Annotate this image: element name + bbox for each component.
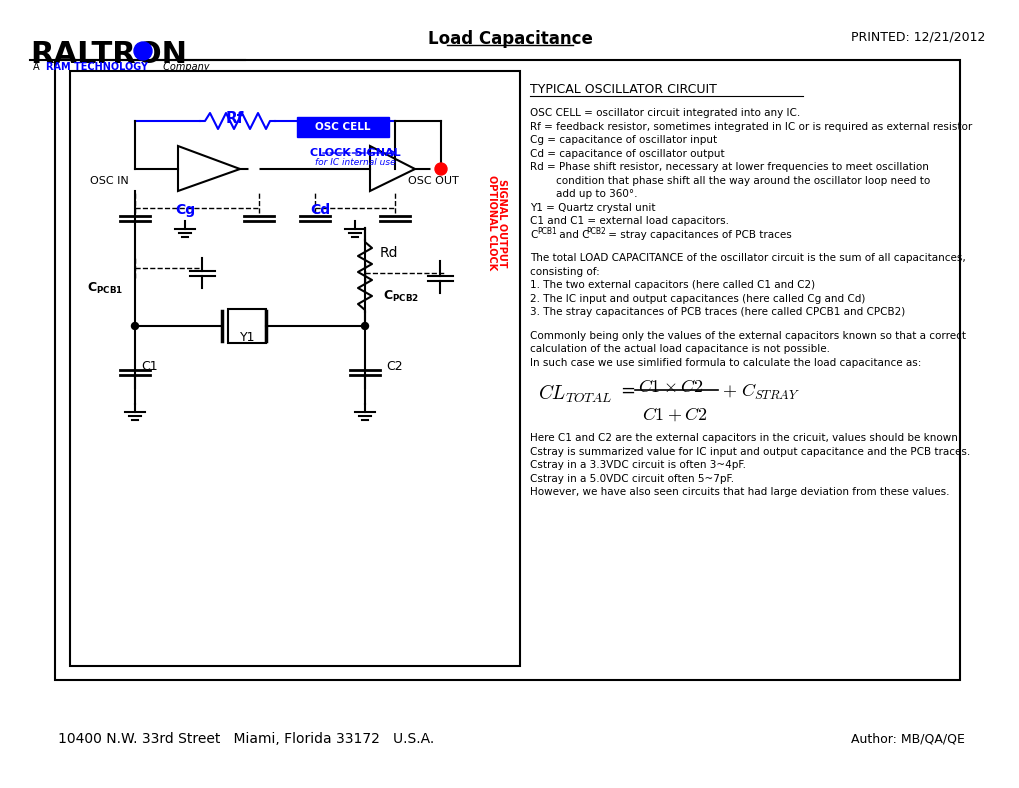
Text: $C1 \times C2$: $C1 \times C2$ xyxy=(637,378,703,396)
Text: C: C xyxy=(530,229,537,240)
Circle shape xyxy=(431,165,440,173)
Text: Rf = feedback resistor, sometimes integrated in IC or is required as external re: Rf = feedback resistor, sometimes integr… xyxy=(530,121,971,132)
Text: $CL_{TOTAL}$: $CL_{TOTAL}$ xyxy=(537,383,611,405)
Text: RAM TECHNOLOGY: RAM TECHNOLOGY xyxy=(46,62,148,72)
Text: = stray capacitances of PCB traces: = stray capacitances of PCB traces xyxy=(604,229,791,240)
FancyBboxPatch shape xyxy=(55,60,959,680)
Text: Cd = capacitance of oscillator output: Cd = capacitance of oscillator output xyxy=(530,148,723,158)
Text: Cstray is summarized value for IC input and output capacitance and the PCB trace: Cstray is summarized value for IC input … xyxy=(530,447,969,456)
Text: Load Capacitance: Load Capacitance xyxy=(427,30,592,48)
Polygon shape xyxy=(370,146,415,191)
Text: OSC OUT: OSC OUT xyxy=(408,176,459,186)
Text: PCB1: PCB1 xyxy=(537,226,556,236)
Text: calculation of the actual load capacitance is not possible.: calculation of the actual load capacitan… xyxy=(530,344,829,354)
Text: 10400 N.W. 33rd Street   Miami, Florida 33172   U.S.A.: 10400 N.W. 33rd Street Miami, Florida 33… xyxy=(58,732,434,746)
Text: Author: MB/QA/QE: Author: MB/QA/QE xyxy=(850,733,964,746)
Text: C2: C2 xyxy=(386,360,403,373)
Text: Company: Company xyxy=(160,62,209,72)
Text: PRINTED: 12/21/2012: PRINTED: 12/21/2012 xyxy=(850,30,984,43)
Text: Rd: Rd xyxy=(380,246,398,260)
Text: $\mathbf{C_{PCB2}}$: $\mathbf{C_{PCB2}}$ xyxy=(382,288,419,303)
Text: PCB2: PCB2 xyxy=(586,226,605,236)
Circle shape xyxy=(250,165,258,173)
Text: Rd = Phase shift resistor, necessary at lower frequencies to meet oscillation: Rd = Phase shift resistor, necessary at … xyxy=(530,162,928,172)
Text: OPTIONAL CLOCK: OPTIONAL CLOCK xyxy=(486,176,496,270)
Text: TYPICAL OSCILLATOR CIRCUIT: TYPICAL OSCILLATOR CIRCUIT xyxy=(530,83,716,96)
Text: C1: C1 xyxy=(142,360,158,373)
Text: 3. The stray capacitances of PCB traces (here called CPCB1 and CPCB2): 3. The stray capacitances of PCB traces … xyxy=(530,307,905,317)
Text: Y1: Y1 xyxy=(240,331,256,344)
Text: However, we have also seen circuits that had large deviation from these values.: However, we have also seen circuits that… xyxy=(530,487,949,497)
Text: Cd: Cd xyxy=(310,203,330,217)
Text: and C: and C xyxy=(555,229,589,240)
Text: $+ \ C_{STRAY}$: $+ \ C_{STRAY}$ xyxy=(721,382,799,402)
Circle shape xyxy=(133,42,152,60)
Text: $\mathbf{C_{PCB1}}$: $\mathbf{C_{PCB1}}$ xyxy=(87,281,123,296)
Text: condition that phase shift all the way around the oscillator loop need to: condition that phase shift all the way a… xyxy=(530,176,929,185)
Text: OSC IN: OSC IN xyxy=(90,176,128,186)
Text: In such case we use simlified formula to calculate the load capacitance as:: In such case we use simlified formula to… xyxy=(530,358,920,367)
Text: $C1 + C2$: $C1 + C2$ xyxy=(641,406,706,424)
Circle shape xyxy=(361,322,368,329)
Text: Y1 = Quartz crystal unit: Y1 = Quartz crystal unit xyxy=(530,203,655,213)
Text: RALTRON: RALTRON xyxy=(30,40,186,69)
Text: consisting of:: consisting of: xyxy=(530,266,599,277)
Text: The total LOAD CAPACITANCE of the oscillator circuit is the sum of all capacitan: The total LOAD CAPACITANCE of the oscill… xyxy=(530,253,965,263)
FancyBboxPatch shape xyxy=(228,309,266,343)
Text: Rf: Rf xyxy=(225,111,244,126)
Circle shape xyxy=(434,163,446,175)
Text: C1 and C1 = external load capacitors.: C1 and C1 = external load capacitors. xyxy=(530,216,729,226)
Text: Cstray in a 5.0VDC circuit often 5~7pF.: Cstray in a 5.0VDC circuit often 5~7pF. xyxy=(530,474,734,484)
Text: Cstray in a 3.3VDC circuit is often 3~4pF.: Cstray in a 3.3VDC circuit is often 3~4p… xyxy=(530,460,745,470)
FancyBboxPatch shape xyxy=(297,117,388,137)
Text: CLOCK SIGNAL: CLOCK SIGNAL xyxy=(310,148,399,158)
Text: 2. The IC input and output capacitances (here called Cg and Cd): 2. The IC input and output capacitances … xyxy=(530,293,864,303)
Text: Here C1 and C2 are the external capacitors in the cricuit, values should be know: Here C1 and C2 are the external capacito… xyxy=(530,433,960,443)
Text: =: = xyxy=(620,382,635,400)
Text: for IC internal use: for IC internal use xyxy=(315,158,395,167)
Text: OSC CELL: OSC CELL xyxy=(315,122,370,132)
Text: OSC CELL = oscillator circuit integrated into any IC.: OSC CELL = oscillator circuit integrated… xyxy=(530,108,800,118)
FancyBboxPatch shape xyxy=(70,71,520,666)
Text: A: A xyxy=(33,62,43,72)
Text: Cg = capacitance of oscillator input: Cg = capacitance of oscillator input xyxy=(530,135,716,145)
Circle shape xyxy=(131,322,139,329)
Text: Commonly being only the values of the external capacitors known so that a correc: Commonly being only the values of the ex… xyxy=(530,330,965,340)
Text: add up to 360°.: add up to 360°. xyxy=(530,189,637,199)
Text: SIGNAL OUTPUT: SIGNAL OUTPUT xyxy=(496,179,506,267)
Polygon shape xyxy=(178,146,239,191)
Text: 1. The two external capacitors (here called C1 and C2): 1. The two external capacitors (here cal… xyxy=(530,280,814,290)
Text: Cg: Cg xyxy=(175,203,195,217)
